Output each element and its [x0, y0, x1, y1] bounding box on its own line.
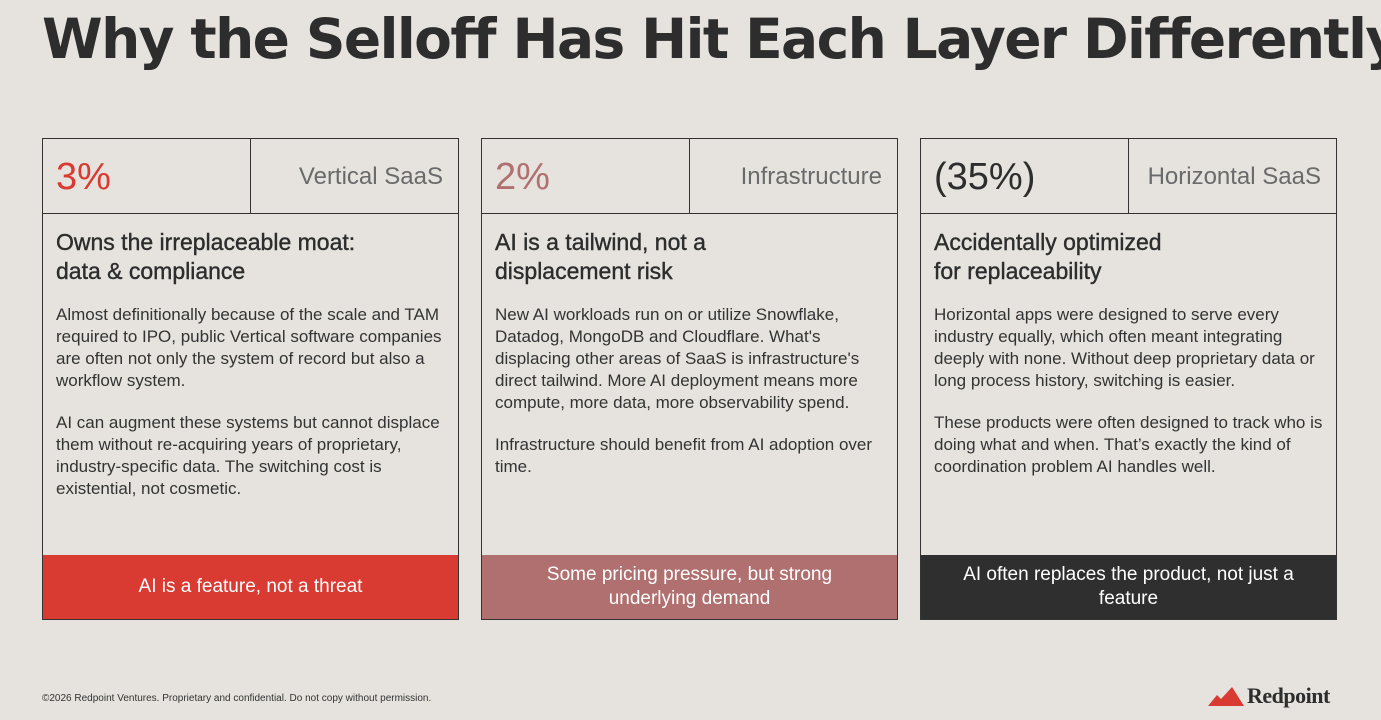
copyright-footer: ©2026 Redpoint Ventures. Proprietary and…: [42, 693, 432, 704]
segment-label: Vertical SaaS: [298, 163, 443, 190]
logo-text: Redpoint: [1247, 683, 1330, 708]
card-footer-verdict: AI often replaces the product, not just …: [921, 555, 1336, 619]
card-body: Accidentally optimized for replaceability…: [921, 214, 1336, 555]
card-heading-line2: for replaceability: [934, 258, 1102, 284]
card-paragraph-2: AI can augment these systems but cannot …: [56, 413, 440, 498]
card-heading: Accidentally optimized for replaceability: [934, 228, 1323, 286]
card-heading-line1: AI is a tailwind, not a: [495, 229, 706, 255]
card-body: AI is a tailwind, not a displacement risk…: [482, 214, 897, 555]
card-horizontal-saas: (35%) Horizontal SaaS Accidentally optim…: [920, 138, 1337, 620]
card-paragraph-2: These products were often designed to tr…: [934, 413, 1323, 476]
card-footer-verdict: AI is a feature, not a threat: [43, 555, 458, 619]
card-body: Owns the irreplaceable moat: data & compl…: [43, 214, 458, 555]
card-infrastructure: 2% Infrastructure AI is a tailwind, not …: [481, 138, 898, 620]
card-paragraph-1: Horizontal apps were designed to serve e…: [934, 305, 1315, 390]
page-title: Why the Selloff Has Hit Each Layer Diffe…: [42, 6, 1381, 72]
card-heading-line1: Owns the irreplaceable moat:: [56, 229, 356, 255]
card-vertical-saas: 3% Vertical SaaS Owns the irreplaceable …: [42, 138, 459, 620]
card-paragraph-1: New AI workloads run on or utilize Snowf…: [495, 305, 860, 412]
percent-change: 3%: [43, 139, 251, 213]
segment-label: Horizontal SaaS: [1147, 163, 1321, 190]
page-title-text: Why the Selloff Has Hit Each Layer Diffe…: [42, 7, 1381, 71]
percent-change: (35%): [921, 139, 1129, 213]
card-footer-verdict: Some pricing pressure, but strong underl…: [482, 555, 897, 619]
card-heading-line2: data & compliance: [56, 258, 246, 284]
mountain-icon: [1208, 687, 1244, 706]
card-paragraph-2: Infrastructure should benefit from AI ad…: [495, 435, 873, 476]
card-heading-line1: Accidentally optimized: [934, 229, 1162, 255]
card-header: (35%) Horizontal SaaS: [921, 139, 1336, 214]
card-heading: Owns the irreplaceable moat: data & compl…: [56, 228, 445, 286]
card-paragraph-1: Almost definitionally because of the sca…: [56, 305, 442, 390]
redpoint-logo: Redpoint: [1208, 683, 1330, 709]
segment-label: Infrastructure: [740, 163, 882, 190]
percent-change: 2%: [482, 139, 690, 213]
card-heading-line2: displacement risk: [495, 258, 673, 284]
card-header: 3% Vertical SaaS: [43, 139, 458, 214]
card-header: 2% Infrastructure: [482, 139, 897, 214]
card-heading: AI is a tailwind, not a displacement risk: [495, 228, 884, 286]
